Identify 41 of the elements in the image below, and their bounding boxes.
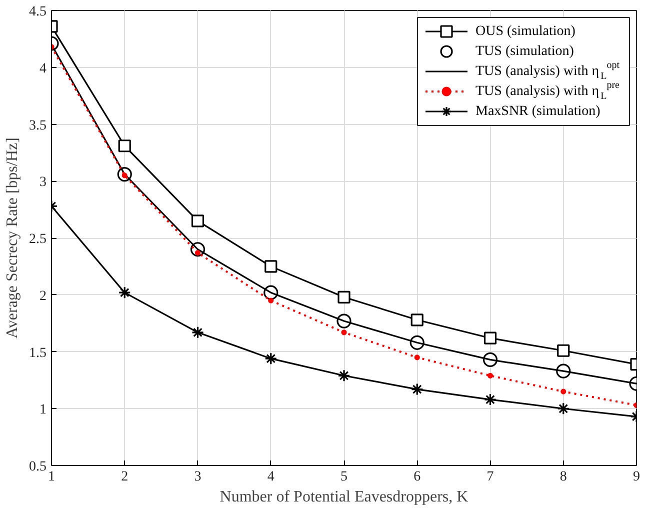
x-tick-label: 8: [560, 470, 567, 484]
point: [414, 354, 420, 360]
point: [118, 140, 131, 152]
point: [341, 330, 347, 336]
point: [338, 290, 350, 304]
point: [338, 369, 350, 382]
y-tick-label: 0.5: [29, 460, 46, 474]
point: [118, 286, 131, 299]
point: [484, 393, 497, 406]
y-tick-label: 3.5: [29, 118, 46, 134]
x-axis-title: Number of Potential Eavesdroppers, K: [220, 488, 469, 506]
y-tick-label: 2.5: [29, 232, 46, 247]
x-tick-label: 3: [194, 470, 202, 484]
point: [557, 344, 570, 357]
y-tick-label: 1: [40, 402, 46, 418]
point: [487, 372, 494, 378]
y-tick-label: 3: [40, 175, 46, 190]
legend-label: OUS (simulation): [476, 24, 576, 39]
point: [410, 382, 424, 396]
y-tick-label: 4.5: [29, 4, 46, 20]
x-tick-label: 5: [340, 470, 348, 484]
y-tick-label: 2: [40, 288, 46, 304]
legend-label: MaxSNR (simulation): [476, 104, 601, 119]
point: [484, 332, 497, 344]
x-tick-label: 4: [267, 470, 274, 484]
point: [557, 402, 570, 415]
x-tick-label: 2: [121, 470, 128, 484]
x-tick-label: 9: [633, 470, 640, 484]
point: [191, 214, 204, 228]
point: [264, 260, 278, 273]
y-axis-title: Average Secrecy Rate [bps/Hz]: [4, 138, 21, 338]
y-tick-label: 4: [40, 61, 46, 76]
y-tick-label: 1.5: [29, 346, 46, 361]
point: [191, 326, 204, 339]
legend-label: TUS (simulation): [476, 44, 574, 59]
x-tick-label: 7: [486, 470, 494, 484]
point: [560, 388, 566, 394]
point: [264, 352, 278, 365]
point: [410, 314, 424, 326]
x-tick-label: 6: [414, 470, 421, 484]
point: [268, 298, 274, 304]
